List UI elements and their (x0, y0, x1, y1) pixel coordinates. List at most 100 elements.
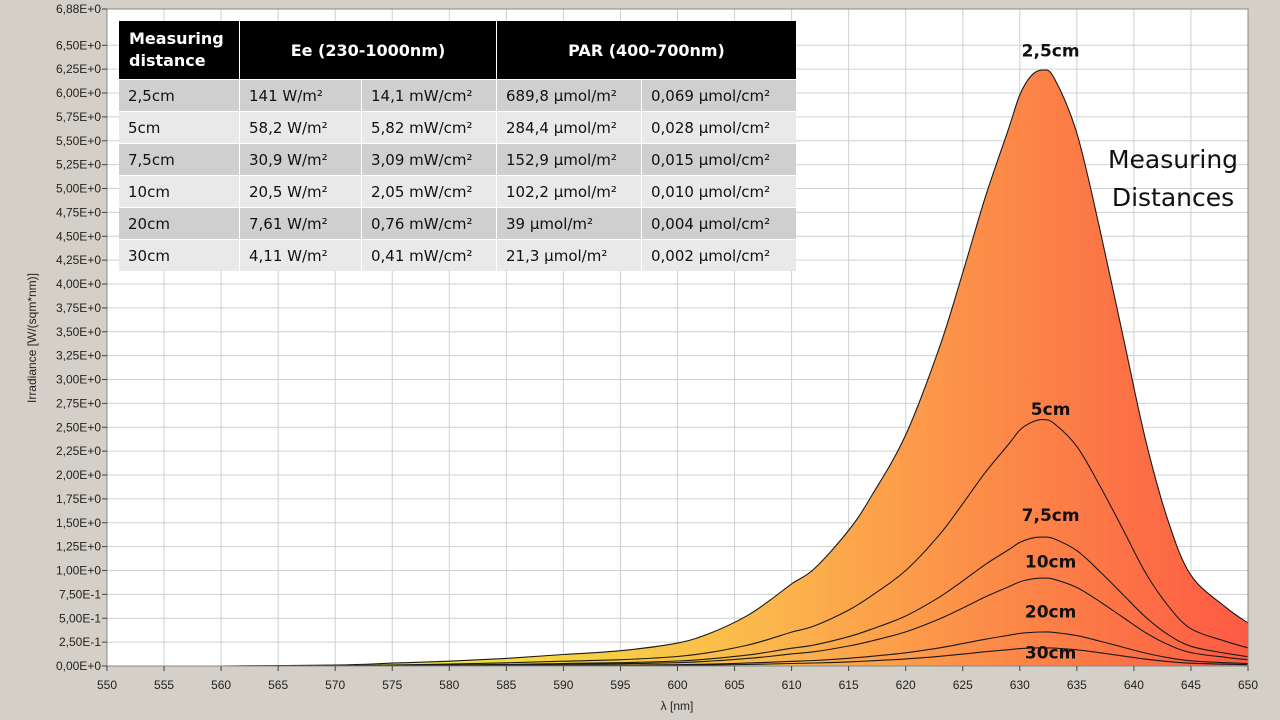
x-tick-label: 595 (610, 678, 630, 692)
table-cell: 4,11 W/m² (239, 239, 362, 271)
curve-line-series-1 (107, 419, 1248, 666)
y-tick-label: 4,50E+0 (56, 229, 101, 243)
y-tick-label: 2,75E+0 (56, 396, 101, 410)
table-row: 2,5cm 141 W/m² 14,1 mW/cm² 689,8 µmol/m² 0,0… (119, 79, 796, 112)
curve-line-series-3 (107, 577, 1248, 666)
table-cell: 0,069 µmol/cm² (641, 79, 796, 112)
x-tick-label: 575 (382, 678, 402, 692)
x-tick-label: 645 (1181, 678, 1201, 692)
x-axis-ticks: 550 555 560 565 570 575 580 585 590 595 600 605 610 6… (97, 666, 1258, 692)
table-cell: 20cm (119, 207, 240, 240)
annotation: Measuring Distances (1108, 145, 1238, 212)
curve-label: 2,5cm (1022, 42, 1080, 62)
y-tick-label: 4,25E+0 (56, 253, 101, 267)
curve-labels: 2,5cm 5cm 7,5cm 10cm 20cm 30cm (1022, 42, 1080, 664)
y-tick-label: 1,25E+0 (56, 540, 101, 554)
y-tick-label: 2,50E-1 (59, 635, 101, 649)
y-tick-label: 1,50E+0 (56, 516, 101, 530)
x-tick-label: 610 (782, 678, 802, 692)
y-tick-label: 5,00E-1 (59, 611, 101, 625)
y-tick-label: 6,00E+0 (56, 86, 101, 100)
y-tick-label: 2,50E+0 (56, 420, 101, 434)
table-cell: 0,028 µmol/cm² (641, 111, 796, 144)
x-tick-label: 590 (553, 678, 573, 692)
table-cell: 39 µmol/m² (496, 207, 642, 240)
x-tick-label: 570 (325, 678, 345, 692)
table-cell: 10cm (119, 175, 240, 208)
table-row: 7,5cm 30,9 W/m² 3,09 mW/cm² 152,9 µmol/m² 0,… (119, 143, 796, 176)
y-tick-label: 2,00E+0 (56, 468, 101, 482)
curve-label: 20cm (1025, 602, 1076, 622)
curve-label: 7,5cm (1022, 506, 1080, 526)
table-cell: 3,09 mW/cm² (361, 143, 497, 176)
y-tick-label: 6,88E+0 (56, 2, 101, 16)
y-tick-label: 6,50E+0 (56, 38, 101, 52)
table-cell: 7,5cm (119, 143, 240, 176)
table-cell: 0,015 µmol/cm² (641, 143, 796, 176)
annotation-line-2: Distances (1112, 183, 1234, 212)
y-tick-label: 3,75E+0 (56, 301, 101, 315)
table-cell: 0,41 mW/cm² (361, 239, 497, 271)
curve-line-series-0 (107, 69, 1248, 666)
table-cell: 7,61 W/m² (239, 207, 362, 240)
table-row: 20cm 7,61 W/m² 0,76 mW/cm² 39 µmol/m² 0,004 … (119, 207, 796, 240)
x-tick-label: 640 (1124, 678, 1144, 692)
y-tick-label: 1,75E+0 (56, 492, 101, 506)
x-tick-label: 650 (1238, 678, 1258, 692)
x-tick-label: 550 (97, 678, 117, 692)
table-header-row: Measuring distance Ee (230-1000nm) PAR (… (119, 21, 796, 80)
x-tick-label: 605 (725, 678, 745, 692)
table-cell: 5cm (119, 111, 240, 144)
table-cell: 58,2 W/m² (239, 111, 362, 144)
table-cell: 30,9 W/m² (239, 143, 362, 176)
x-tick-label: 620 (896, 678, 916, 692)
curve-label: 30cm (1025, 643, 1076, 663)
table-row: 30cm 4,11 W/m² 0,41 mW/cm² 21,3 µmol/m² 0,00… (119, 239, 796, 271)
x-tick-label: 630 (1010, 678, 1030, 692)
table-cell: 152,9 µmol/m² (496, 143, 642, 176)
x-tick-label: 625 (953, 678, 973, 692)
area-series (107, 69, 1248, 666)
x-tick-label: 580 (439, 678, 459, 692)
table-cell: 14,1 mW/cm² (361, 79, 497, 112)
y-tick-label: 4,00E+0 (56, 277, 101, 291)
y-tick-label: 5,25E+0 (56, 158, 101, 172)
header-distance: Measuring distance (119, 21, 240, 80)
y-tick-label: 2,25E+0 (56, 444, 101, 458)
x-tick-label: 560 (211, 678, 231, 692)
y-tick-label: 5,75E+0 (56, 110, 101, 124)
area-fill-2-5cm (107, 69, 1248, 666)
header-par: PAR (400-700nm) (496, 21, 796, 80)
table-cell: 0,002 µmol/cm² (641, 239, 796, 271)
y-axis-title: Irradiance [W/(sqm*nm)] (25, 273, 39, 403)
y-tick-label: 3,25E+0 (56, 349, 101, 363)
x-tick-label: 615 (839, 678, 859, 692)
table-row: 10cm 20,5 W/m² 2,05 mW/cm² 102,2 µmol/m² 0,0… (119, 175, 796, 208)
table-cell: 0,004 µmol/cm² (641, 207, 796, 240)
x-tick-label: 585 (496, 678, 516, 692)
y-tick-label: 7,50E-1 (59, 587, 101, 601)
table-cell: 284,4 µmol/m² (496, 111, 642, 144)
measurement-table: Measuring distance Ee (230-1000nm) PAR (… (119, 21, 796, 271)
y-tick-label: 5,50E+0 (56, 134, 101, 148)
table-cell: 21,3 µmol/m² (496, 239, 642, 271)
x-tick-label: 565 (268, 678, 288, 692)
table-cell: 141 W/m² (239, 79, 362, 112)
y-tick-label: 4,75E+0 (56, 205, 101, 219)
y-tick-label: 6,25E+0 (56, 62, 101, 76)
table-cell: 2,5cm (119, 79, 240, 112)
annotation-line-1: Measuring (1108, 145, 1238, 174)
y-tick-label: 5,00E+0 (56, 182, 101, 196)
table-cell: 0,76 mW/cm² (361, 207, 497, 240)
table-cell: 2,05 mW/cm² (361, 175, 497, 208)
y-tick-label: 3,50E+0 (56, 325, 101, 339)
table-row: 5cm 58,2 W/m² 5,82 mW/cm² 284,4 µmol/m² 0,02… (119, 111, 796, 144)
x-tick-label: 635 (1067, 678, 1087, 692)
header-ee: Ee (230-1000nm) (239, 21, 497, 80)
y-tick-label: 0,00E+0 (56, 659, 101, 673)
table-cell: 689,8 µmol/m² (496, 79, 642, 112)
x-axis-title: λ [nm] (661, 699, 694, 713)
table-cell: 5,82 mW/cm² (361, 111, 497, 144)
curve-label: 5cm (1031, 400, 1071, 420)
